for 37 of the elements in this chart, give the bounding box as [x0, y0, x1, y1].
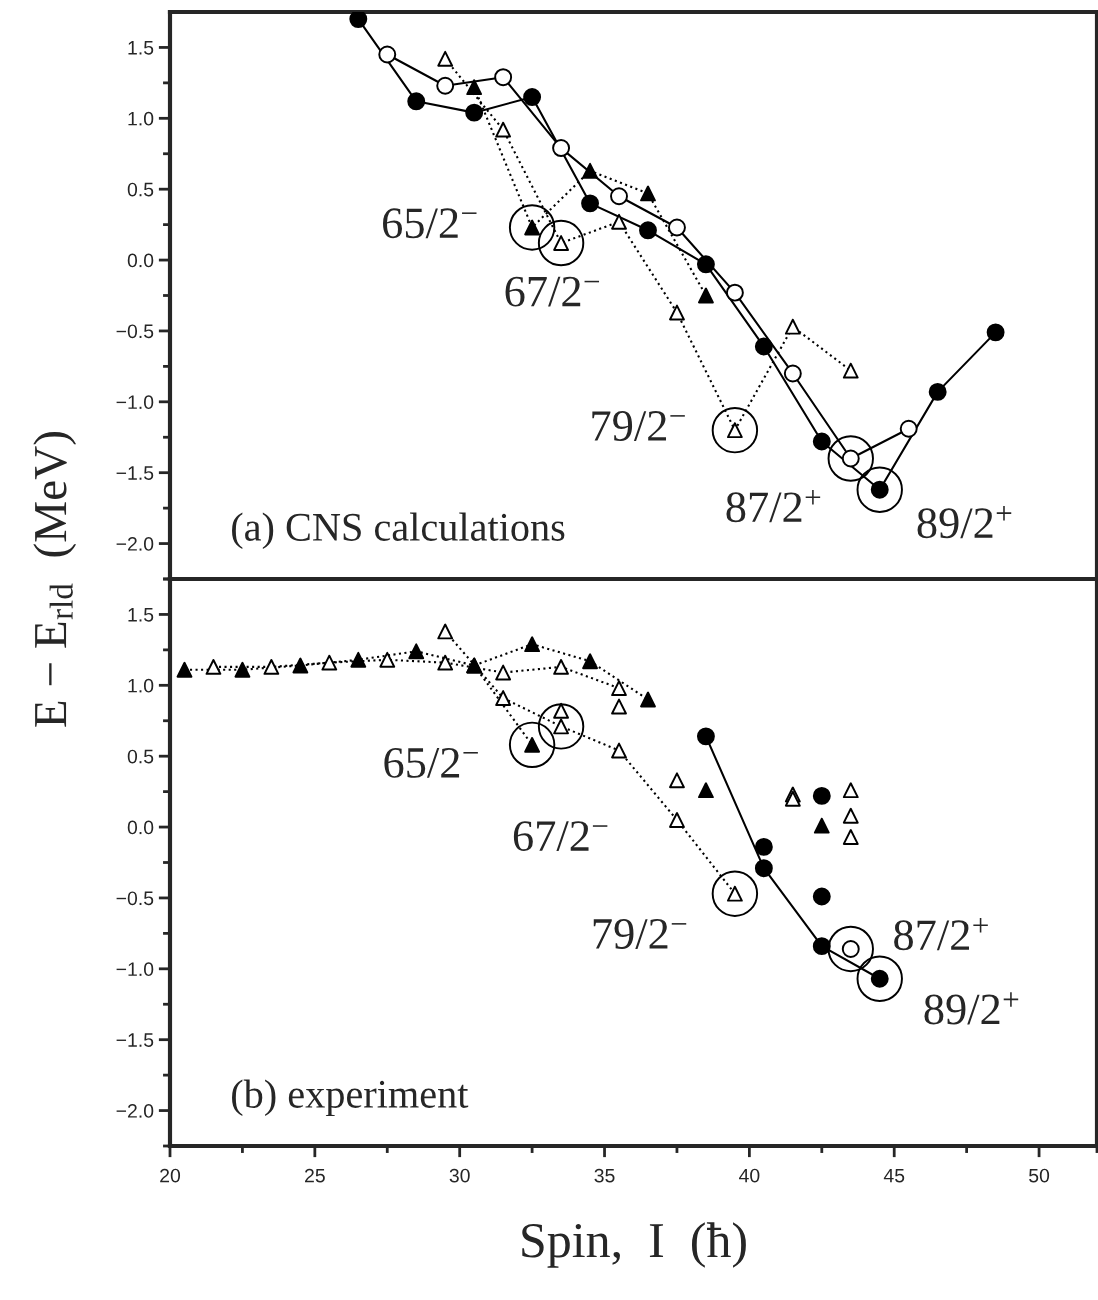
y-tick-label: 1.5	[128, 608, 154, 622]
y-axis-title: E − E$_{rld}$ (MeV)	[33, 432, 77, 727]
annotation: 67/2$^{−}$	[505, 276, 600, 307]
x-tick-label: 30	[449, 1168, 470, 1183]
annotation: 79/2$^{−}$	[593, 919, 687, 949]
y-tick-label: 0.5	[127, 749, 154, 764]
x-tick-label: 25	[305, 1168, 325, 1183]
annotation: 87/2$^{+}$	[894, 917, 988, 951]
y-tick-label: −1.5	[116, 1033, 154, 1047]
x-tick-label: 45	[883, 1168, 905, 1183]
annotation: (a) CNS calculations	[232, 512, 565, 550]
annotation: (b) experiment	[232, 1079, 469, 1117]
y-tick-label: −1.5	[116, 466, 154, 480]
y-tick-label: −1.0	[116, 395, 154, 410]
y-tick-label: −0.5	[116, 891, 154, 906]
annotation: 87/2$^{+}$	[726, 489, 821, 523]
y-tick-label: −1.0	[116, 962, 154, 977]
annotation: 67/2$^{−}$	[513, 821, 608, 852]
y-tick-label: 0.5	[127, 182, 154, 197]
y-tick-label: 1.0	[128, 678, 154, 693]
x-tick-label: 35	[594, 1168, 615, 1183]
y-tick-label: −2.0	[116, 1104, 154, 1118]
y-tick-label: 0.0	[127, 820, 154, 835]
y-tick-label: −0.5	[116, 324, 154, 339]
annotation: 89/2$^{+}$	[917, 505, 1012, 539]
y-tick-label: −2.0	[116, 537, 154, 551]
x-axis-title: Spin, I (ħ)	[522, 1222, 746, 1268]
annotation: 65/2$^{−}$	[383, 208, 477, 239]
annotation: 89/2$^{+}$	[924, 992, 1019, 1025]
x-tick-label: 20	[160, 1168, 181, 1183]
y-tick-label: 1.0	[128, 111, 154, 126]
annotation: 79/2$^{−}$	[592, 411, 685, 441]
annotation: 65/2$^{−}$	[384, 747, 478, 778]
x-tick-label: 40	[739, 1168, 760, 1183]
x-tick-label: 50	[1029, 1168, 1050, 1183]
y-tick-label: 0.0	[127, 253, 154, 268]
y-tick-label: 1.5	[128, 41, 154, 55]
